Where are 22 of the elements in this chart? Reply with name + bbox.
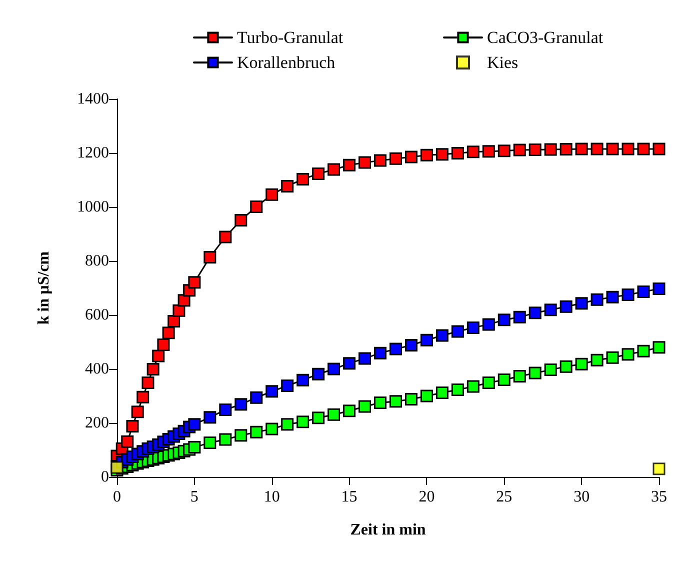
x-tick-label: 5 [190, 488, 198, 506]
x-tick-label: 0 [113, 488, 121, 506]
y-tick-label: 600 [85, 306, 109, 324]
y-tick-label: 1000 [77, 198, 109, 216]
x-tick-label: 35 [651, 488, 667, 506]
y-tick-label: 0 [101, 468, 109, 486]
y-tick-label: 400 [85, 360, 109, 378]
x-tick-label: 30 [574, 488, 590, 506]
x-tick-label: 15 [341, 488, 358, 506]
legend-label: Kies [487, 53, 518, 72]
y-tick-label: 800 [85, 252, 109, 270]
legend-label: CaCO3-Granulat [487, 28, 604, 47]
x-tick-label: 20 [418, 488, 435, 506]
y-axis-title: k in µS/cm [36, 250, 52, 325]
y-tick-label: 200 [85, 414, 109, 432]
legend-label: Turbo-Granulat [237, 28, 344, 47]
y-tick-label: 1400 [77, 90, 109, 108]
legend-label: Korallenbruch [237, 53, 336, 72]
x-tick-label: 10 [264, 488, 280, 506]
y-tick-label: 1200 [77, 144, 109, 162]
x-tick-label: 25 [496, 488, 512, 506]
x-axis-title: Zeit in min [350, 522, 426, 538]
